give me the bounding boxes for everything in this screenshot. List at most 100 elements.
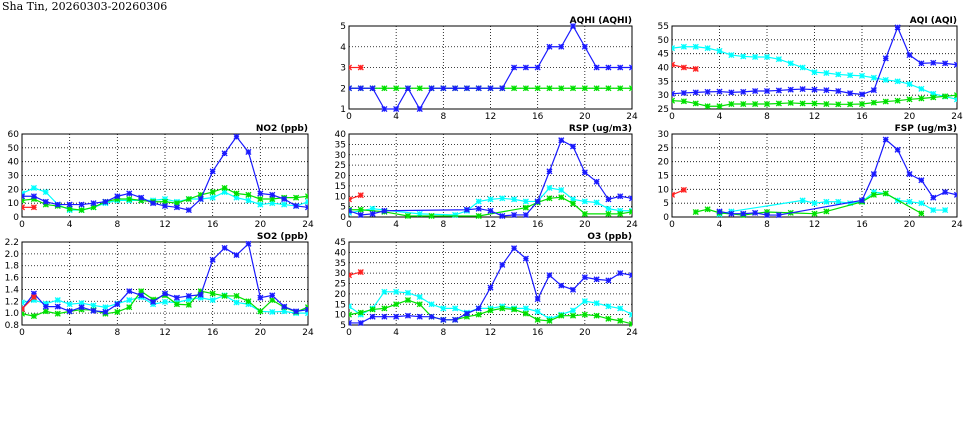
data-point xyxy=(185,195,192,203)
data-point xyxy=(617,210,624,217)
data-point xyxy=(569,307,577,314)
data-point xyxy=(102,198,109,205)
data-point xyxy=(581,210,588,217)
data-point xyxy=(499,212,506,220)
data-point xyxy=(799,100,806,107)
data-point xyxy=(823,87,830,94)
data-point xyxy=(102,304,109,311)
data-point xyxy=(269,297,276,304)
data-point xyxy=(672,90,676,97)
data-point xyxy=(440,305,447,312)
panel-title: AQI (AQI) xyxy=(910,16,957,26)
data-point xyxy=(138,194,145,201)
data-point xyxy=(847,200,854,207)
data-point xyxy=(487,207,494,214)
data-point xyxy=(704,206,711,213)
data-point xyxy=(357,64,364,71)
data-point xyxy=(78,304,85,311)
data-point xyxy=(90,302,97,309)
data-point xyxy=(381,305,388,312)
x-tick-label: 0 xyxy=(669,220,675,230)
data-point xyxy=(54,201,61,208)
x-tick-label: 12 xyxy=(809,220,820,230)
data-point xyxy=(704,88,711,95)
y-tick-label: 1.0 xyxy=(5,309,20,319)
data-point xyxy=(522,204,529,211)
x-tick-label: 4 xyxy=(67,328,73,338)
data-point xyxy=(78,201,85,208)
data-point xyxy=(835,101,842,108)
data-point xyxy=(546,168,553,175)
data-point xyxy=(233,251,240,259)
y-tick-label: 15 xyxy=(658,172,669,182)
data-point xyxy=(617,270,624,277)
data-point xyxy=(475,198,482,205)
data-point xyxy=(918,200,925,207)
series-1 xyxy=(672,92,957,110)
data-point xyxy=(882,136,889,143)
data-point xyxy=(546,317,553,324)
y-tick-label: 0 xyxy=(340,213,346,223)
series-3 xyxy=(22,204,37,211)
data-point xyxy=(628,272,632,279)
data-point xyxy=(475,305,482,312)
data-point xyxy=(487,196,494,203)
data-point xyxy=(349,196,353,203)
plot-frame xyxy=(671,25,958,110)
y-tick-label: 35 xyxy=(658,77,669,87)
data-point xyxy=(740,100,747,108)
data-point xyxy=(692,43,699,50)
data-point xyxy=(546,272,553,279)
data-point xyxy=(823,198,830,205)
x-tick-label: 12 xyxy=(485,328,496,338)
y-tick-label: 0 xyxy=(13,213,19,223)
data-point xyxy=(269,195,276,203)
data-point xyxy=(858,100,866,108)
data-point xyxy=(281,308,288,315)
data-point xyxy=(942,93,949,100)
x-tick-label: 24 xyxy=(626,220,638,230)
data-point xyxy=(672,97,676,104)
data-point xyxy=(605,205,612,212)
data-point xyxy=(257,308,264,315)
y-tick-label: 5 xyxy=(340,203,346,213)
data-point xyxy=(54,310,61,317)
data-point xyxy=(257,190,264,197)
plot-frame xyxy=(671,133,958,218)
data-point xyxy=(882,55,889,62)
data-point xyxy=(617,317,624,324)
series-line xyxy=(349,194,361,200)
data-point xyxy=(393,288,400,295)
data-point xyxy=(499,195,506,202)
data-point xyxy=(581,43,588,50)
data-point xyxy=(463,206,470,213)
data-point xyxy=(126,304,133,311)
x-tick-label: 24 xyxy=(302,220,314,230)
x-tick-label: 12 xyxy=(485,220,496,230)
x-tick-label: 12 xyxy=(809,112,820,122)
data-point xyxy=(522,310,529,317)
data-point xyxy=(546,195,553,202)
y-tick-label: 20 xyxy=(335,172,347,182)
data-point xyxy=(628,208,632,215)
data-point xyxy=(569,143,577,150)
data-point xyxy=(763,208,771,216)
y-tick-label: 50 xyxy=(8,144,20,154)
data-point xyxy=(605,210,612,217)
data-point xyxy=(811,100,818,107)
data-point xyxy=(835,87,842,95)
data-point xyxy=(593,300,600,307)
data-point xyxy=(197,191,204,198)
data-point xyxy=(404,297,412,304)
data-point xyxy=(30,294,37,301)
data-point xyxy=(102,308,109,316)
x-tick-label: 24 xyxy=(626,328,638,338)
y-tick-label: 20 xyxy=(8,185,20,195)
data-point xyxy=(775,100,782,107)
data-point xyxy=(381,313,388,320)
panel-title: SO2 (ppb) xyxy=(257,232,308,242)
data-point xyxy=(30,290,37,297)
data-point xyxy=(882,98,889,105)
plot-frame xyxy=(21,133,309,218)
data-point xyxy=(463,313,470,320)
